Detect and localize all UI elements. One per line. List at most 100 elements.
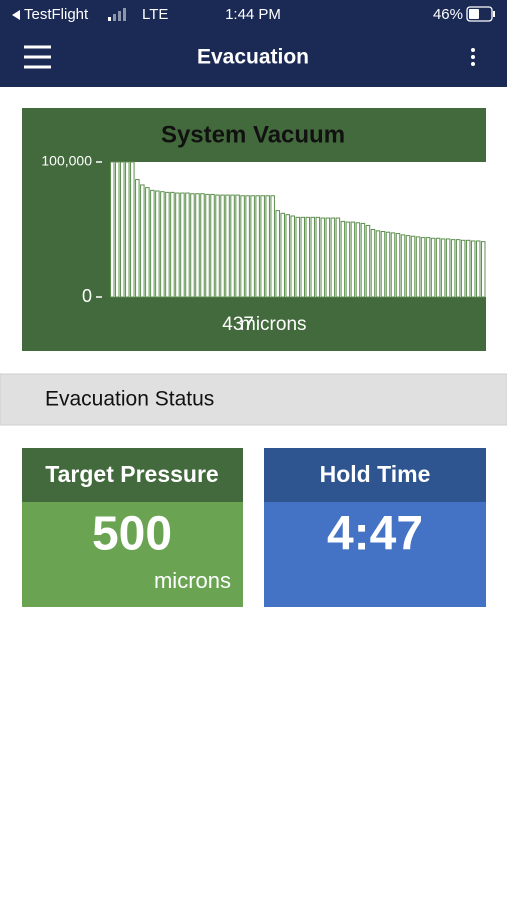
reading-value: 437: [222, 314, 254, 335]
bar: [415, 236, 421, 298]
bar: [405, 235, 411, 298]
bar: [395, 233, 401, 298]
bar: [320, 217, 326, 298]
bar: [290, 215, 295, 298]
bar: [465, 239, 471, 298]
bar: [215, 194, 220, 298]
bar: [285, 214, 290, 298]
status-app[interactable]: TestFlight: [24, 6, 89, 23]
bar: [275, 210, 280, 298]
bar: [475, 240, 481, 298]
bar: [150, 189, 155, 298]
bar: [225, 194, 230, 298]
card-unit: microns: [154, 568, 231, 593]
bar: [360, 222, 366, 298]
bar: [145, 187, 150, 298]
bar: [220, 194, 225, 298]
card-value: 500: [92, 508, 172, 561]
bar: [195, 193, 200, 298]
bar: [425, 237, 431, 298]
bar: [130, 161, 135, 298]
bar: [265, 195, 270, 298]
bar: [470, 240, 476, 298]
bar: [365, 224, 371, 298]
bar: [315, 216, 321, 298]
bar: [480, 241, 486, 298]
bar: [245, 195, 250, 298]
bar: [170, 191, 175, 298]
back-icon[interactable]: [12, 10, 20, 20]
nav-title: Evacuation: [197, 46, 309, 69]
card: Target Pressure 500 microns: [22, 448, 243, 607]
bar: [210, 193, 215, 298]
section-title: Evacuation Status: [45, 388, 214, 411]
bar: [440, 238, 446, 298]
bar: [355, 222, 361, 298]
bar: [240, 195, 245, 298]
bar: [180, 192, 185, 298]
bar: [295, 216, 301, 298]
bar: [260, 195, 265, 298]
bar: [115, 161, 120, 298]
bar: [120, 161, 125, 298]
bar: [250, 195, 255, 298]
top-bar: [0, 0, 507, 87]
bar: [305, 216, 311, 298]
bar: [335, 217, 341, 298]
card: Hold Time 4:47: [264, 448, 486, 607]
bar: [330, 217, 336, 298]
y-tick-label: 0: [82, 286, 92, 306]
bar: [325, 217, 331, 298]
card-value: 4:47: [327, 508, 423, 561]
section-header: [0, 373, 507, 426]
bar: [155, 190, 160, 298]
status-time: 1:44 PM: [225, 6, 281, 23]
bar: [345, 221, 351, 298]
bar: [110, 161, 115, 298]
bar: [310, 216, 316, 298]
bar: [235, 194, 240, 298]
reading-unit: microns: [240, 314, 307, 335]
bar: [185, 192, 190, 298]
bar: [205, 193, 210, 298]
bar: [255, 195, 260, 298]
bar: [230, 194, 235, 298]
bar: [340, 220, 346, 298]
bar: [445, 238, 451, 298]
menu-icon[interactable]: [24, 45, 51, 69]
bar: [280, 212, 285, 298]
bar: [450, 239, 456, 298]
more-icon[interactable]: [471, 48, 475, 66]
bar: [400, 234, 406, 298]
bar: [435, 237, 441, 298]
bar: [350, 221, 356, 298]
bar: [420, 237, 426, 298]
bar: [455, 239, 461, 298]
y-tick-label: 100,000: [41, 153, 92, 169]
bar: [160, 191, 165, 298]
bar: [135, 179, 140, 298]
bar: [175, 192, 180, 298]
bar: [200, 193, 205, 298]
bar: [125, 161, 130, 298]
status-network: LTE: [142, 6, 168, 23]
card-label: Target Pressure: [45, 461, 218, 487]
bar: [390, 232, 396, 298]
bar: [460, 239, 466, 298]
bar: [140, 184, 145, 298]
bar: [380, 231, 386, 298]
bar: [270, 195, 275, 298]
plot: 100,000 0: [41, 153, 486, 306]
bar: [165, 191, 170, 298]
bar: [410, 235, 416, 298]
bar: [300, 216, 306, 298]
bar: [430, 237, 436, 298]
bar: [385, 231, 391, 298]
signal-icon: [108, 8, 126, 21]
battery-icon: [466, 6, 495, 22]
chart-title: System Vacuum: [161, 121, 345, 148]
bar: [375, 230, 381, 298]
card-label: Hold Time: [320, 461, 431, 487]
